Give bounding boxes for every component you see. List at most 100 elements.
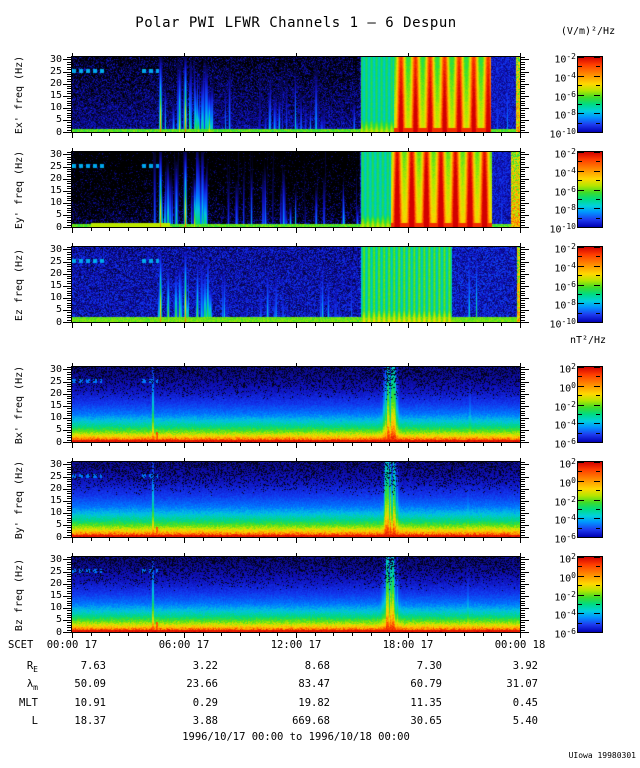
hour-tick: [202, 323, 204, 326]
freq-tick-right: [521, 302, 525, 304]
freq-tick-left: [67, 102, 71, 104]
y-tick-label: 5: [55, 304, 62, 316]
freq-tick-right: [521, 271, 525, 273]
colorbar-tick: [594, 499, 600, 501]
hour-tick: [333, 323, 335, 326]
colorbar-tick: [578, 208, 584, 210]
hour-tick: [426, 133, 428, 136]
colorbar-tick-label: 100: [559, 475, 576, 490]
colorbar-tick: [578, 632, 584, 633]
colorbar-tick-label: 10-2: [554, 494, 576, 508]
freq-tick-right: [521, 164, 525, 166]
hour-tick: [109, 323, 111, 326]
colorbar-tick: [594, 303, 600, 305]
freq-tick-left: [67, 515, 71, 517]
freq-tick-right: [521, 386, 525, 388]
freq-tick-left: [67, 422, 71, 424]
freq-tick-left: [67, 388, 71, 390]
colorbar-tick: [594, 189, 600, 191]
hour-tick: [202, 228, 204, 231]
freq-tick-right: [521, 624, 525, 626]
freq-tick-left: [67, 371, 71, 373]
freq-tick-right: [521, 427, 525, 429]
freq-tick-right: [521, 425, 525, 427]
hour-tick: [90, 323, 92, 326]
colorbar-tick-label: 102: [559, 362, 576, 376]
ephemeris-value: 0.45: [512, 697, 538, 709]
freq-tick-right: [521, 263, 525, 265]
freq-tick-left: [67, 66, 71, 68]
hour-tick: [146, 443, 148, 446]
y-tick-label: 20: [49, 78, 62, 90]
freq-tick-left: [67, 367, 71, 368]
freq-tick-left: [67, 471, 71, 473]
freq-tick-right: [521, 185, 525, 187]
freq-tick-right: [521, 495, 525, 497]
freq-tick-right: [521, 107, 529, 109]
freq-tick-left: [67, 600, 71, 602]
freq-tick-left: [67, 183, 71, 185]
freq-tick-right: [521, 251, 525, 253]
colorbar-tick: [578, 161, 582, 163]
colorbar-tick: [578, 585, 582, 587]
ephemeris-value: 3.92: [512, 660, 538, 672]
colorbar-tick: [578, 247, 584, 248]
freq-tick-right: [521, 629, 525, 631]
colorbar-tick: [578, 122, 582, 124]
colorbar-tick: [578, 575, 584, 577]
freq-tick-left: [67, 495, 71, 497]
y-tick-label: 30: [49, 148, 62, 160]
freq-tick-right: [521, 500, 529, 502]
hour-tick-top: [520, 458, 521, 461]
freq-tick-left: [63, 59, 71, 61]
freq-tick-right: [521, 69, 525, 71]
freq-tick-right: [521, 219, 525, 221]
colorbar-tick-label: 10-2: [554, 399, 576, 413]
hour-tick-top: [520, 553, 521, 556]
colorbar-tick: [578, 442, 584, 443]
ephemeris-value: 3.22: [192, 660, 218, 672]
hour-tick: [72, 228, 73, 233]
freq-tick-left: [67, 266, 71, 268]
hour-tick: [184, 443, 185, 448]
freq-tick-right: [521, 283, 525, 285]
panel-frame-ex: [71, 56, 521, 133]
freq-tick-right: [521, 273, 529, 275]
colorbar-tick: [594, 594, 600, 596]
colorbar-tick: [578, 432, 582, 434]
colorbar-tick: [596, 198, 600, 200]
y-tick-label: 10: [49, 412, 62, 424]
freq-tick-right: [521, 90, 525, 92]
hour-tick: [72, 633, 73, 638]
colorbar-tick: [578, 152, 584, 153]
hour-tick-top: [408, 553, 409, 556]
hour-tick: [240, 633, 241, 636]
freq-tick-left: [67, 259, 71, 261]
freq-tick-left: [67, 288, 71, 290]
hour-tick: [389, 133, 391, 136]
hour-tick: [296, 133, 297, 138]
y-tick-label: 0: [55, 531, 62, 543]
freq-tick-left: [67, 268, 71, 270]
colorbar-tick: [596, 395, 600, 397]
freq-tick-left: [67, 219, 71, 221]
freq-tick-right: [521, 532, 525, 534]
freq-tick-right: [521, 154, 529, 156]
freq-tick-right: [521, 376, 525, 378]
freq-tick-left: [67, 612, 71, 614]
freq-tick-right: [521, 193, 525, 195]
hour-tick: [520, 228, 521, 233]
freq-tick-left: [67, 615, 71, 617]
freq-tick-left: [67, 520, 71, 522]
freq-tick-left: [67, 581, 71, 583]
scet-prefix-label: SCET: [8, 639, 34, 651]
colorbar-tick-label: 10-4: [554, 260, 576, 275]
hour-tick: [445, 323, 447, 326]
freq-tick-right: [521, 322, 529, 323]
freq-tick-right: [521, 520, 525, 522]
colorbar-tick: [594, 94, 600, 96]
hour-tick-top: [296, 243, 297, 246]
freq-tick-left: [63, 190, 71, 192]
freq-tick-left: [67, 168, 71, 170]
freq-tick-left: [67, 374, 71, 376]
